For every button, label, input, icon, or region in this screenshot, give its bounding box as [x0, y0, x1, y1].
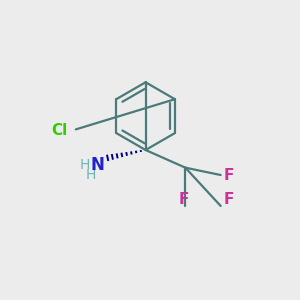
Text: H: H: [86, 168, 96, 182]
Text: N: N: [90, 156, 104, 174]
Text: F: F: [224, 192, 234, 207]
Text: F: F: [224, 167, 234, 182]
Text: Cl: Cl: [51, 123, 68, 138]
Text: H: H: [80, 158, 90, 172]
Text: F: F: [179, 192, 189, 207]
